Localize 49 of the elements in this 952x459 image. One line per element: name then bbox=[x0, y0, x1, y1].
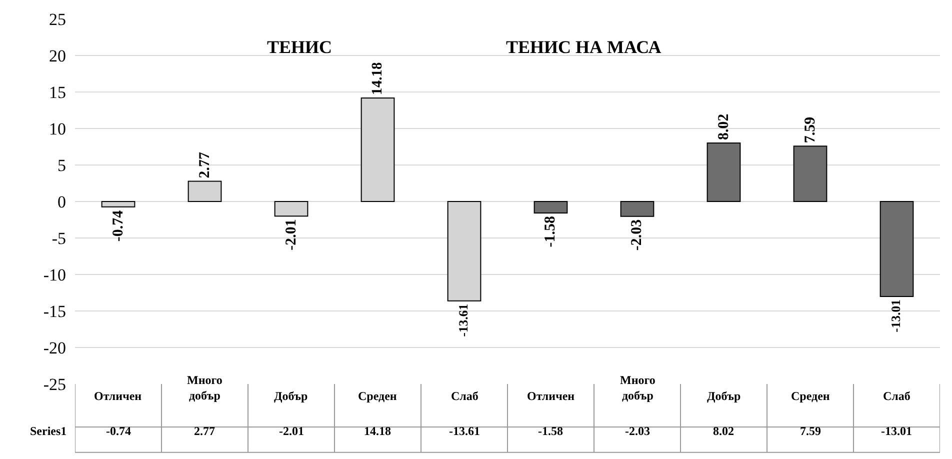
bar bbox=[793, 146, 828, 202]
y-tick-label: -20 bbox=[43, 338, 66, 358]
y-tick-label: 5 bbox=[58, 156, 66, 175]
data-label: -13.61 bbox=[449, 424, 480, 438]
y-tick-label: 20 bbox=[49, 46, 66, 66]
annotation: ТЕНИС НА МАСА bbox=[506, 37, 662, 57]
text: -13.61 bbox=[456, 304, 471, 337]
text: -1.58 bbox=[542, 216, 559, 248]
text: -2.01 bbox=[283, 219, 300, 250]
data-label: -2.03 bbox=[625, 424, 650, 438]
x-tick-label: Слаб bbox=[451, 389, 478, 403]
x-tick-label: Среден bbox=[358, 389, 397, 403]
text: 2.77 bbox=[196, 152, 213, 178]
data-label: 2.77 bbox=[194, 424, 215, 438]
y-tick-label: 25 bbox=[49, 10, 66, 29]
y-tick-label: 10 bbox=[49, 119, 66, 138]
text: 7.59 bbox=[802, 116, 818, 144]
data-label: -1.58 bbox=[538, 424, 563, 438]
data-label: -0.74 bbox=[106, 424, 131, 438]
x-tick-label: Среден bbox=[791, 389, 830, 403]
bar bbox=[620, 201, 654, 217]
x-tick-label: Добър bbox=[707, 389, 741, 403]
y-tick-label: -15 bbox=[43, 302, 66, 321]
text: -13.01 bbox=[889, 299, 904, 332]
bar bbox=[880, 201, 914, 297]
text: 8.02 bbox=[716, 114, 732, 140]
x-tick-label: Слаб bbox=[883, 389, 910, 403]
x-tick-label: Много добър bbox=[620, 373, 656, 403]
text: 14.18 bbox=[370, 62, 386, 95]
bar bbox=[534, 201, 568, 214]
y-tick-label: -25 bbox=[43, 374, 66, 394]
y-tick-label: -5 bbox=[52, 228, 66, 248]
x-tick-label: Добър bbox=[274, 389, 308, 403]
y-tick-label: 15 bbox=[49, 82, 66, 102]
data-label: -2.01 bbox=[279, 424, 304, 438]
annotation: ТЕНИС bbox=[267, 37, 332, 57]
text: -2.03 bbox=[629, 219, 646, 251]
bar bbox=[706, 142, 741, 202]
data-label: -13.01 bbox=[881, 424, 912, 438]
data-label: 8.02 bbox=[713, 424, 734, 438]
y-tick-label: 0 bbox=[58, 192, 66, 212]
data-label: 7.59 bbox=[800, 424, 821, 438]
x-tick-label: Отличен bbox=[94, 389, 142, 403]
text: -0.74 bbox=[110, 210, 126, 242]
text: Series1 bbox=[30, 424, 67, 438]
data-label: 14.18 bbox=[364, 424, 391, 438]
x-tick-label: Много добър bbox=[187, 373, 222, 403]
x-tick-label: Отличен bbox=[527, 389, 575, 403]
y-tick-label: -10 bbox=[43, 265, 66, 284]
